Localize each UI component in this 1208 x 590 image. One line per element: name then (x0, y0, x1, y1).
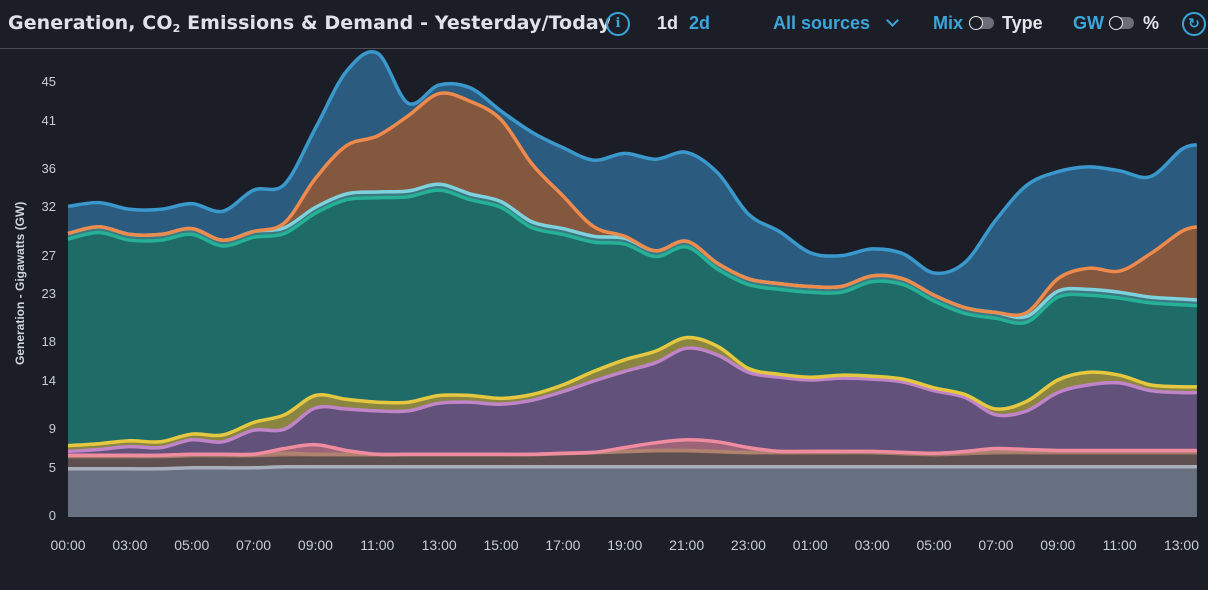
gw-percent-toggle[interactable] (1109, 16, 1134, 30)
line-band-dark (67, 452, 1197, 462)
mix-label[interactable]: Mix (933, 13, 964, 33)
line-teal (67, 188, 1198, 326)
y-tick-label: 0 (48, 508, 56, 523)
title-subscript: 2 (172, 22, 181, 35)
y-tick-label: 36 (41, 160, 56, 176)
source-filter-select[interactable]: All sources (773, 13, 871, 33)
range-option-2d[interactable]: 2d (689, 13, 711, 33)
y-tick-label: 23 (41, 286, 56, 302)
x-tick-label: 13:00 (1163, 537, 1199, 553)
x-tick-label: 03:00 (854, 537, 890, 553)
x-tick-label: 19:00 (607, 537, 643, 553)
mix-type-toggle[interactable] (969, 16, 994, 30)
line-base (67, 465, 1197, 471)
x-tick-label: 00:00 (50, 537, 86, 553)
x-tick-label: 09:00 (297, 537, 333, 553)
y-tick-label: 27 (41, 247, 56, 263)
line-orange (67, 91, 1198, 317)
x-tick-label: 11:00 (1102, 537, 1137, 553)
y-tick-label: 9 (48, 421, 56, 437)
y-tick-label: 32 (41, 199, 56, 215)
y-tick-label: 18 (41, 334, 56, 350)
x-tick-label: 15:00 (483, 537, 519, 553)
type-label[interactable]: Type (1002, 13, 1043, 33)
x-tick-label: 05:00 (174, 537, 210, 553)
area-blue[interactable] (68, 51, 1197, 316)
toggle-knob (969, 16, 983, 30)
percent-label[interactable]: % (1143, 13, 1160, 33)
x-tick-label: 07:00 (236, 537, 272, 553)
y-tick-label: 41 (41, 112, 56, 128)
area-base[interactable] (68, 466, 1197, 517)
chart-title: Generation, CO2 Emissions & Demand - Yes… (8, 12, 611, 35)
chart-header: Generation, CO2 Emissions & Demand - Yes… (0, 0, 1208, 49)
info-icon[interactable]: i (606, 12, 630, 36)
y-tick-label: 14 (41, 372, 56, 388)
range-option-1d[interactable]: 1d (657, 13, 679, 33)
x-tick-label: 07:00 (978, 537, 1014, 553)
area-orange[interactable] (68, 93, 1197, 318)
x-tick-label: 13:00 (421, 537, 457, 553)
title-text: Generation, CO (8, 12, 173, 34)
x-tick-label: 23:00 (730, 537, 766, 553)
x-tick-label: 17:00 (545, 537, 581, 553)
plot-right-edge (1197, 50, 1208, 530)
area-purple[interactable] (68, 347, 1197, 456)
x-tick-label: 09:00 (1040, 537, 1076, 553)
y-tick-label: 45 (41, 74, 56, 89)
toggle-knob (1109, 16, 1123, 30)
refresh-icon[interactable]: ↻ (1182, 12, 1206, 36)
gw-label[interactable]: GW (1073, 13, 1104, 33)
line-olive (67, 335, 1197, 448)
title-text-rest: Emissions & Demand - Yesterday/Today (180, 12, 611, 34)
x-tick-label: 01:00 (792, 537, 828, 553)
x-tick-label: 21:00 (669, 537, 705, 553)
x-tick-label: 11:00 (360, 537, 395, 553)
x-tick-label: 03:00 (112, 537, 148, 553)
line-blue (67, 50, 1198, 276)
line-pink (68, 438, 1197, 458)
y-tick-label: 5 (48, 459, 56, 475)
line-purple (67, 346, 1197, 454)
x-tick-label: 05:00 (916, 537, 952, 553)
area-olive[interactable] (68, 337, 1197, 452)
